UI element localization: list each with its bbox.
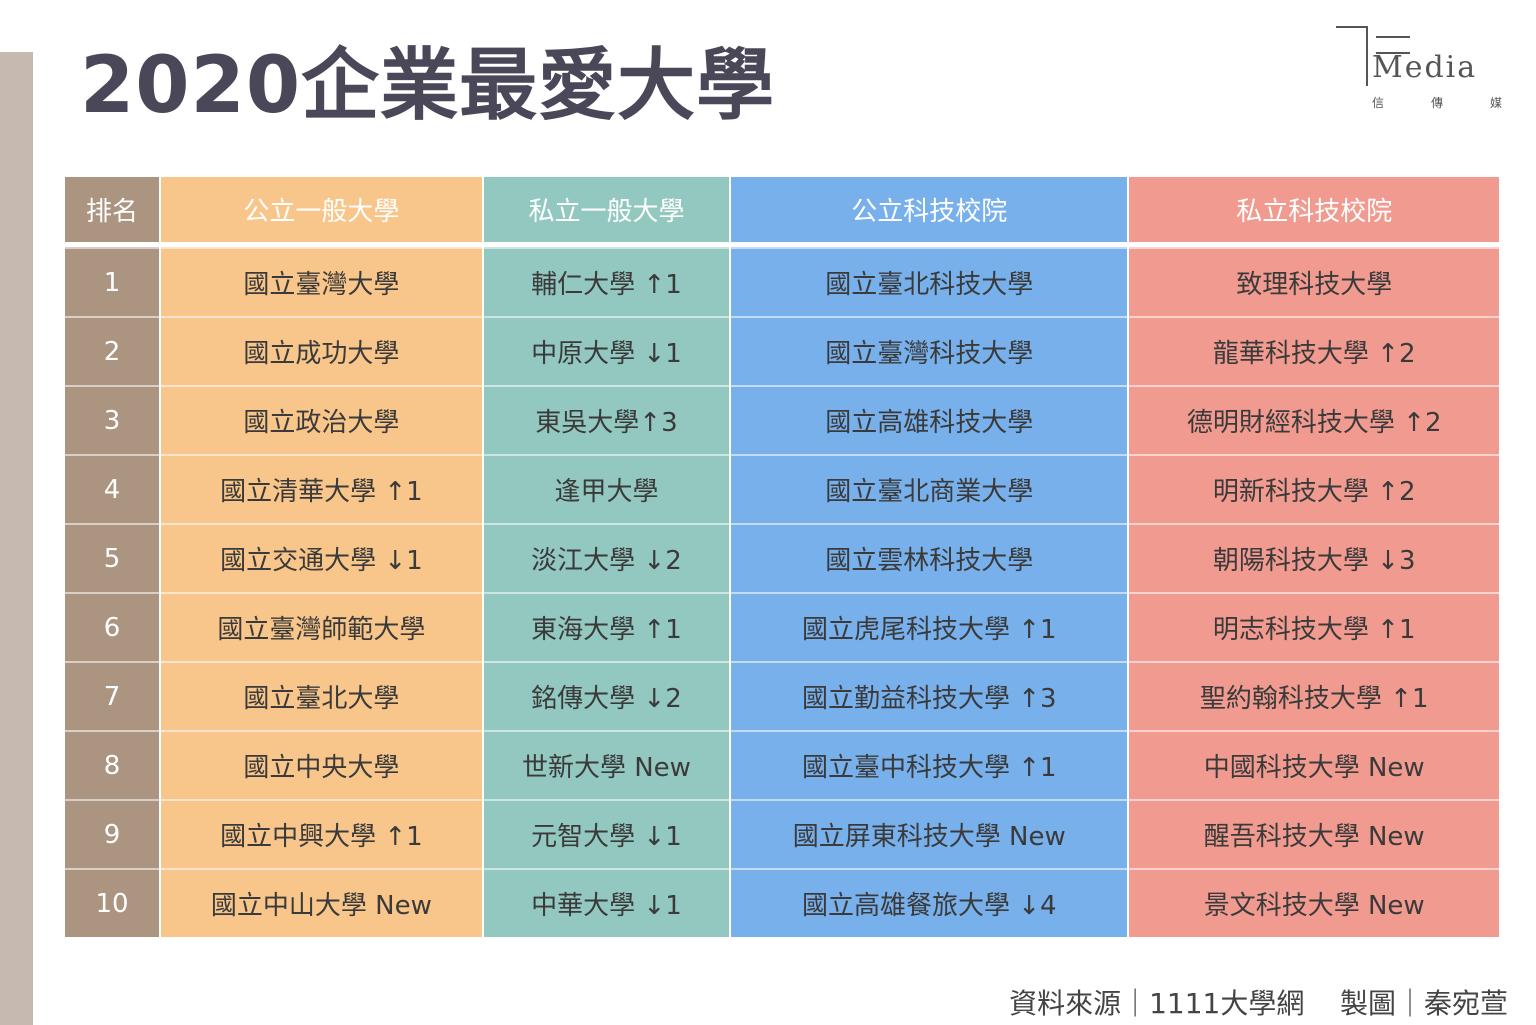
table-row: 1 國立臺灣大學 輔仁大學 ↑1 國立臺北科技大學 致理科技大學 [65,247,1499,316]
cell-public-tech: 國立雲林科技大學 [731,523,1128,592]
cell-private-tech: 聖約翰科技大學 ↑1 [1129,661,1499,730]
cell-public-general: 國立臺灣師範大學 [161,592,482,661]
cell-public-general: 國立政治大學 [161,385,482,454]
cell-rank: 3 [65,385,159,454]
cell-private-general: 東海大學 ↑1 [483,592,730,661]
header-public-tech: 公立科技校院 [731,177,1128,247]
cell-private-tech: 景文科技大學 New [1129,868,1499,937]
table-row: 6 國立臺灣師範大學 東海大學 ↑1 國立虎尾科技大學 ↑1 明志科技大學 ↑1 [65,592,1499,661]
cell-public-general: 國立臺灣大學 [161,247,482,316]
cell-private-tech: 朝陽科技大學 ↓3 [1129,523,1499,592]
cell-private-general: 輔仁大學 ↑1 [483,247,730,316]
cell-public-tech: 國立臺中科技大學 ↑1 [731,730,1128,799]
ranking-table: 排名 公立一般大學 私立一般大學 公立科技校院 私立科技校院 1 國立臺灣大學 輔仁大學 ↑… [63,177,1501,937]
cell-private-general: 中華大學 ↓1 [483,868,730,937]
header-private-general: 私立一般大學 [483,177,730,247]
cell-private-tech: 明新科技大學 ↑2 [1129,454,1499,523]
cell-rank: 9 [65,799,159,868]
cell-private-tech: 中國科技大學 New [1129,730,1499,799]
cell-public-tech: 國立屏東科技大學 New [731,799,1128,868]
cell-private-general: 元智大學 ↓1 [483,799,730,868]
cell-rank: 6 [65,592,159,661]
cell-rank: 7 [65,661,159,730]
cell-rank: 1 [65,247,159,316]
header-rank: 排名 [65,177,159,247]
logo-char: 媒 [1489,96,1502,110]
cell-public-general: 國立中興大學 ↑1 [161,799,482,868]
media-logo: Media 信 傳 媒 [1334,22,1504,117]
logo-char: 傳 [1430,96,1443,110]
table-row: 10 國立中山大學 New 中華大學 ↓1 國立高雄餐旅大學 ↓4 景文科技大學 New [65,868,1499,937]
cell-public-tech: 國立臺北商業大學 [731,454,1128,523]
cell-public-general: 國立清華大學 ↑1 [161,454,482,523]
cell-private-general: 淡江大學 ↓2 [483,523,730,592]
cell-private-tech: 龍華科技大學 ↑2 [1129,316,1499,385]
header-public-general: 公立一般大學 [161,177,482,247]
logo-char: 信 [1372,96,1385,110]
page-title: 2020企業最愛大學 [80,41,776,131]
table-row: 9 國立中興大學 ↑1 元智大學 ↓1 國立屏東科技大學 New 醒吾科技大學 New [65,799,1499,868]
cell-public-tech: 國立虎尾科技大學 ↑1 [731,592,1128,661]
cell-rank: 2 [65,316,159,385]
table-row: 7 國立臺北大學 銘傳大學 ↓2 國立勤益科技大學 ↑3 聖約翰科技大學 ↑1 [65,661,1499,730]
cell-public-tech: 國立高雄科技大學 [731,385,1128,454]
table-row: 3 國立政治大學 東吳大學↑3 國立高雄科技大學 德明財經科技大學 ↑2 [65,385,1499,454]
cell-public-general: 國立臺北大學 [161,661,482,730]
cell-private-tech: 明志科技大學 ↑1 [1129,592,1499,661]
cell-rank: 8 [65,730,159,799]
table-row: 8 國立中央大學 世新大學 New 國立臺中科技大學 ↑1 中國科技大學 New [65,730,1499,799]
cell-private-tech: 醒吾科技大學 New [1129,799,1499,868]
cell-public-tech: 國立勤益科技大學 ↑3 [731,661,1128,730]
cell-public-tech: 國立臺北科技大學 [731,247,1128,316]
logo-mark [1336,26,1368,86]
cell-private-tech: 德明財經科技大學 ↑2 [1129,385,1499,454]
footer: 資料來源｜1111大學網 製圖｜秦宛萱 [1009,982,1508,1022]
cell-private-tech: 致理科技大學 [1129,247,1499,316]
cell-public-tech: 國立臺灣科技大學 [731,316,1128,385]
cell-private-general: 世新大學 New [483,730,730,799]
cell-public-general: 國立成功大學 [161,316,482,385]
cell-private-general: 東吳大學↑3 [483,385,730,454]
cell-private-general: 逢甲大學 [483,454,730,523]
table-row: 5 國立交通大學 ↓1 淡江大學 ↓2 國立雲林科技大學 朝陽科技大學 ↓3 [65,523,1499,592]
left-accent-bar [0,52,33,1025]
cell-rank: 4 [65,454,159,523]
header-private-tech: 私立科技校院 [1129,177,1499,247]
cell-private-general: 中原大學 ↓1 [483,316,730,385]
cell-rank: 10 [65,868,159,937]
logo-chinese: 信 傳 媒 [1372,94,1502,111]
cell-rank: 5 [65,523,159,592]
cell-private-general: 銘傳大學 ↓2 [483,661,730,730]
table-header-row: 排名 公立一般大學 私立一般大學 公立科技校院 私立科技校院 [65,177,1499,247]
table-row: 4 國立清華大學 ↑1 逢甲大學 國立臺北商業大學 明新科技大學 ↑2 [65,454,1499,523]
logo-lines [1376,36,1410,54]
cell-public-general: 國立交通大學 ↓1 [161,523,482,592]
cell-public-tech: 國立高雄餐旅大學 ↓4 [731,868,1128,937]
table-row: 2 國立成功大學 中原大學 ↓1 國立臺灣科技大學 龍華科技大學 ↑2 [65,316,1499,385]
design-credit: 製圖｜秦宛萱 [1339,987,1508,1020]
source-credit: 資料來源｜1111大學網 [1009,987,1305,1020]
logo-word: Media [1372,50,1478,85]
cell-public-general: 國立中央大學 [161,730,482,799]
cell-public-general: 國立中山大學 New [161,868,482,937]
